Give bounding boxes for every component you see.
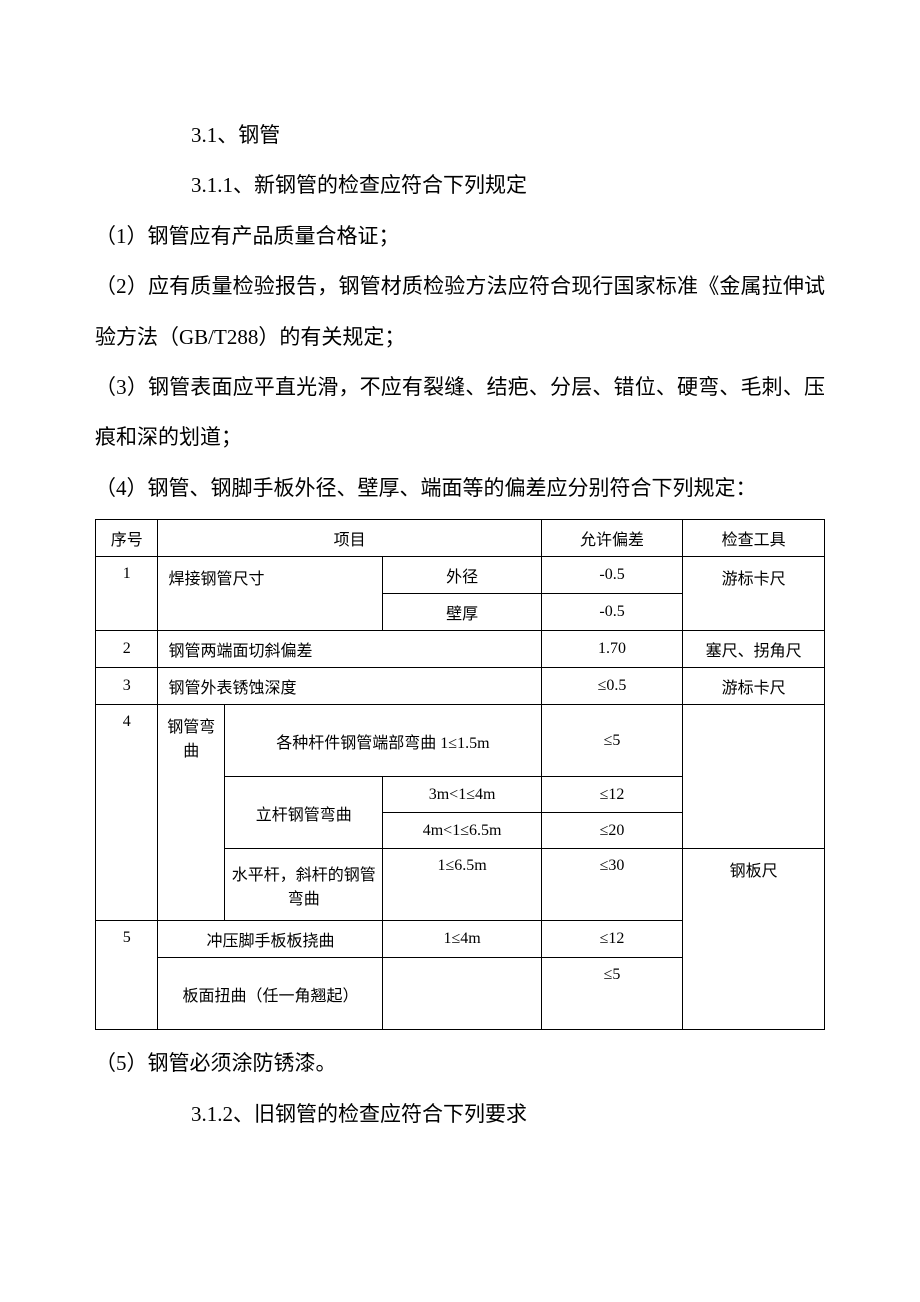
- cell-item: 冲压脚手板板挠曲: [158, 921, 383, 958]
- cell-sub: 4m<1≤6.5m: [383, 813, 541, 849]
- paragraph-1: （1）钢管应有产品质量合格证；: [95, 211, 825, 261]
- cell-item: 钢管两端面切斜偏差: [158, 631, 541, 668]
- cell-sub: 1≤4m: [383, 921, 541, 958]
- header-dev: 允许偏差: [541, 520, 683, 557]
- cell-sub: [383, 958, 541, 1030]
- cell-seq: 1: [96, 557, 158, 631]
- cell-sub: 各种杆件钢管端部弯曲 1≤1.5m: [225, 705, 542, 777]
- cell-tool: 游标卡尺: [683, 668, 825, 705]
- cell-sub: 水平杆，斜杆的钢管弯曲: [225, 849, 383, 921]
- cell-tool: [683, 705, 825, 849]
- cell-tool: 游标卡尺: [683, 557, 825, 631]
- cell-dev: ≤5: [541, 705, 683, 777]
- header-seq: 序号: [96, 520, 158, 557]
- cell-item: 钢管外表锈蚀深度: [158, 668, 541, 705]
- heading-3-1: 3.1、钢管: [95, 110, 825, 160]
- table-row: 4 钢管弯曲 各种杆件钢管端部弯曲 1≤1.5m ≤5: [96, 705, 825, 777]
- cell-seq: 4: [96, 705, 158, 921]
- paragraph-4: （4）钢管、钢脚手板外径、壁厚、端面等的偏差应分别符合下列规定：: [95, 463, 825, 513]
- cell-dev: 1.70: [541, 631, 683, 668]
- cell-dev: ≤12: [541, 777, 683, 813]
- cell-sub: 3m<1≤4m: [383, 777, 541, 813]
- table-row: 1 焊接钢管尺寸 外径 -0.5 游标卡尺: [96, 557, 825, 594]
- cell-seq: 2: [96, 631, 158, 668]
- tolerance-table: 序号 项目 允许偏差 检查工具 1 焊接钢管尺寸 外径 -0.5 游标卡尺 壁厚…: [95, 519, 825, 1030]
- cell-seq: 5: [96, 921, 158, 1030]
- cell-sub: 立杆钢管弯曲: [225, 777, 383, 849]
- cell-dev: -0.5: [541, 557, 683, 594]
- cell-tool: 塞尺、拐角尺: [683, 631, 825, 668]
- paragraph-3: （3）钢管表面应平直光滑，不应有裂缝、结疤、分层、错位、硬弯、毛刺、压痕和深的划…: [95, 362, 825, 463]
- table-row: 2 钢管两端面切斜偏差 1.70 塞尺、拐角尺: [96, 631, 825, 668]
- cell-sub: 壁厚: [383, 594, 541, 631]
- cell-item: 钢管弯曲: [158, 705, 225, 921]
- cell-dev: ≤12: [541, 921, 683, 958]
- table-row: 3 钢管外表锈蚀深度 ≤0.5 游标卡尺: [96, 668, 825, 705]
- cell-tool: 钢板尺: [683, 849, 825, 1030]
- cell-sub: 1≤6.5m: [383, 849, 541, 921]
- paragraph-2: （2）应有质量检验报告，钢管材质检验方法应符合现行国家标准《金属拉伸试验方法（G…: [95, 261, 825, 362]
- cell-dev: ≤20: [541, 813, 683, 849]
- cell-item: 焊接钢管尺寸: [158, 557, 383, 631]
- cell-dev: ≤30: [541, 849, 683, 921]
- cell-dev: ≤5: [541, 958, 683, 1030]
- cell-seq: 3: [96, 668, 158, 705]
- cell-dev: ≤0.5: [541, 668, 683, 705]
- heading-3-1-1: 3.1.1、新钢管的检查应符合下列规定: [95, 160, 825, 210]
- table-header-row: 序号 项目 允许偏差 检查工具: [96, 520, 825, 557]
- header-item: 项目: [158, 520, 541, 557]
- cell-item: 板面扭曲（任一角翘起）: [158, 958, 383, 1030]
- header-tool: 检查工具: [683, 520, 825, 557]
- cell-dev: -0.5: [541, 594, 683, 631]
- paragraph-5: （5）钢管必须涂防锈漆。: [95, 1038, 825, 1088]
- heading-3-1-2: 3.1.2、旧钢管的检查应符合下列要求: [95, 1089, 825, 1139]
- cell-sub: 外径: [383, 557, 541, 594]
